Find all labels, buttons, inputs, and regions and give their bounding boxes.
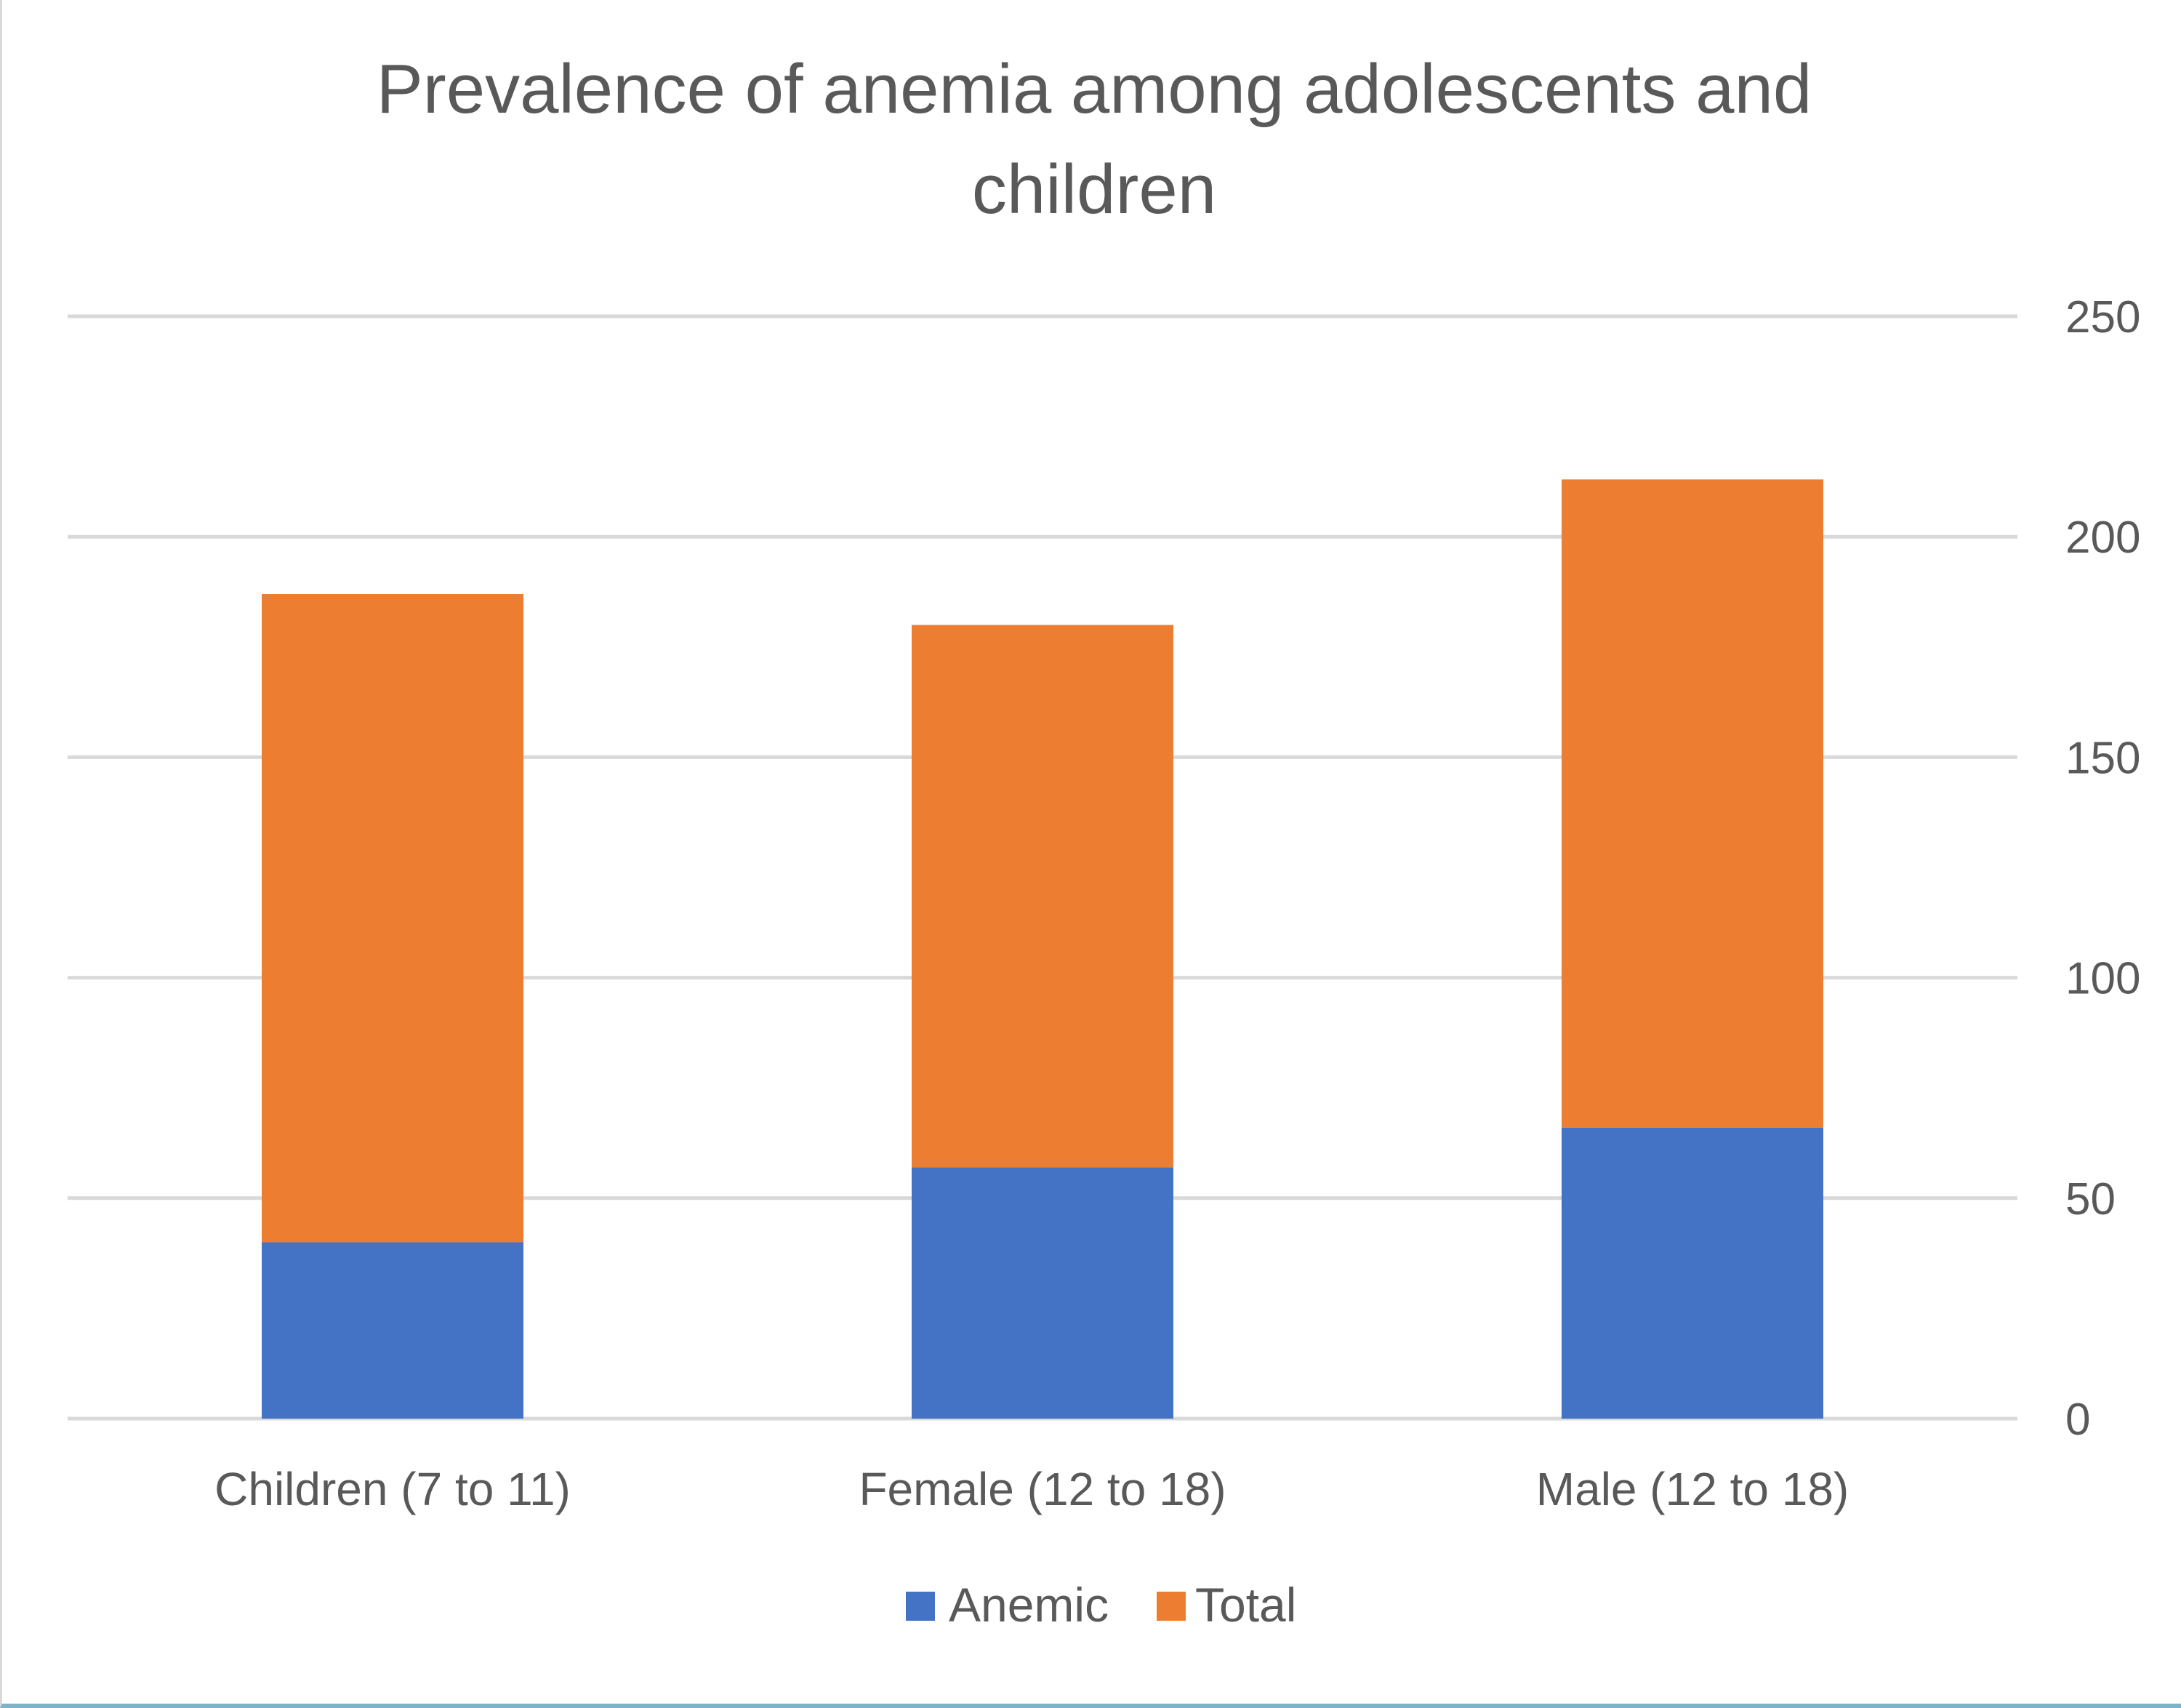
legend-label-anemic: Anemic: [949, 1578, 1109, 1632]
bars: [262, 479, 1823, 1419]
legend-label-total: Total: [1195, 1578, 1296, 1632]
legend-swatch-total: [1157, 1592, 1186, 1621]
x-category-label: Children (7 to 11): [214, 1463, 571, 1515]
bar-anemic-2: [1562, 1127, 1823, 1419]
chart-title-line-2: children: [972, 151, 1216, 228]
x-axis-categories: Children (7 to 11) Female (12 to 18) Male …: [214, 1463, 1849, 1515]
y-tick-label: 50: [2065, 1174, 2116, 1224]
y-tick-label: 250: [2065, 292, 2140, 342]
x-category-label: Female (12 to 18): [859, 1463, 1226, 1515]
y-axis-ticks: 0 50 100 150 200 250: [2065, 292, 2140, 1445]
y-tick-label: 100: [2065, 954, 2140, 1004]
bar-total-1: [912, 625, 1173, 1168]
bar-anemic-1: [912, 1167, 1173, 1419]
y-tick-label: 200: [2065, 513, 2140, 563]
chart-title-line-1: Prevalence of anemia among adolescents a…: [377, 50, 1812, 128]
y-tick-label: 150: [2065, 733, 2140, 783]
x-category-label: Male (12 to 18): [1536, 1463, 1849, 1515]
bar-total-2: [1562, 479, 1823, 1128]
legend: Anemic Total: [906, 1578, 1296, 1632]
legend-swatch-anemic: [906, 1592, 935, 1621]
bar-total-0: [262, 594, 523, 1243]
y-tick-label: 0: [2065, 1395, 2090, 1445]
bar-anemic-0: [262, 1242, 523, 1419]
